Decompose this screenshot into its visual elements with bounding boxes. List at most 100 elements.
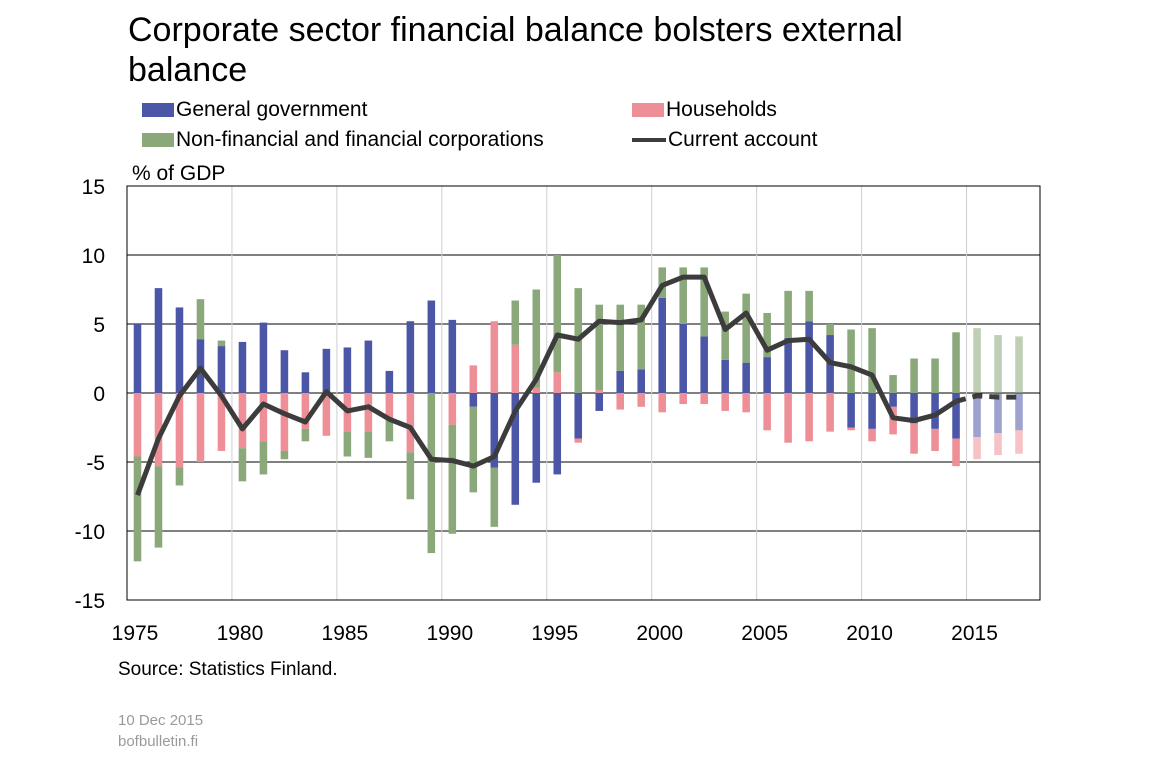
bar-households	[511, 344, 520, 393]
bar-corporations	[490, 467, 499, 527]
bar-corporations	[238, 448, 247, 482]
bar-general-government	[994, 393, 1002, 434]
bar-general-government	[658, 297, 666, 393]
chart-title: Corporate sector financial balance bolst…	[128, 11, 903, 89]
bar-general-government	[679, 324, 687, 393]
bar-corporations	[427, 393, 436, 554]
plot-frame	[126, 185, 1041, 601]
bar-corporations	[1015, 336, 1023, 393]
bar-households	[658, 393, 666, 413]
bar-general-government	[847, 393, 855, 428]
x-axis-ticks: 1975 1980 1985 1990 1995 2000 2005 2010 2015	[112, 622, 998, 645]
bar-corporations	[511, 300, 520, 345]
bar-households	[364, 393, 373, 432]
bar-households	[931, 428, 939, 451]
bar-general-government	[889, 393, 897, 407]
legend-swatch-general-government	[142, 103, 174, 118]
bar-corporations	[868, 328, 876, 393]
bar-general-government	[322, 348, 331, 393]
bar-general-government	[637, 369, 645, 393]
bar-households	[763, 393, 771, 431]
bar-households	[406, 393, 415, 453]
bar-corporations	[343, 431, 352, 457]
bar-corporations	[448, 424, 457, 534]
legend-label: Non-financial and financial corporations	[176, 128, 544, 151]
y-tick-label: 15	[82, 176, 105, 199]
bar-general-government	[175, 307, 184, 393]
bar-households	[994, 433, 1002, 456]
bar-corporations	[553, 255, 562, 373]
y-axis-ticks: 15 10 5 0 -5 -10 -15	[75, 176, 105, 613]
bar-general-government	[511, 393, 520, 505]
bar-households	[175, 393, 184, 468]
y-tick-label: -5	[86, 452, 105, 475]
bar-households	[595, 390, 604, 393]
bar-corporations	[595, 304, 604, 391]
current-account-line	[135, 274, 1019, 496]
bar-households	[784, 393, 792, 443]
bar-corporations	[217, 340, 226, 347]
bar-general-government	[700, 336, 708, 393]
y-tick-label: 5	[93, 314, 105, 337]
x-tick-label: 1990	[426, 622, 473, 645]
x-tick-label: 1995	[531, 622, 578, 645]
bar-corporations	[679, 267, 687, 324]
bar-households	[889, 406, 897, 435]
legend-label: General government	[176, 98, 368, 121]
bar-households	[448, 393, 457, 425]
bar-corporations	[847, 329, 855, 393]
bar-corporations	[952, 332, 960, 393]
bar-households	[322, 393, 331, 436]
bar-general-government	[469, 393, 478, 407]
bars	[133, 255, 1023, 562]
bar-corporations	[154, 466, 163, 548]
publication-date: 10 Dec 2015	[118, 712, 204, 729]
bar-corporations	[532, 289, 541, 388]
bar-general-government	[595, 393, 604, 411]
bar-households	[301, 393, 310, 429]
bar-general-government	[448, 319, 457, 393]
bar-general-government	[721, 359, 729, 393]
bar-corporations	[196, 299, 205, 340]
bar-corporations	[994, 335, 1002, 393]
bar-corporations	[973, 328, 981, 393]
bar-general-government	[280, 350, 289, 393]
bar-households	[847, 427, 855, 431]
y-tick-label: 10	[82, 245, 105, 268]
y-tick-label: -15	[75, 590, 105, 613]
x-tick-label: 1980	[217, 622, 264, 645]
x-tick-label: 2015	[951, 622, 998, 645]
bar-households	[952, 438, 960, 467]
line-current-account-forecast	[955, 393, 1019, 404]
y-axis-label: % of GDP	[132, 162, 225, 185]
bar-households	[637, 393, 645, 407]
bar-general-government	[784, 337, 792, 393]
bar-households	[616, 393, 625, 410]
bar-general-government	[385, 370, 394, 393]
legend-label: Current account	[668, 128, 818, 151]
bar-households	[1015, 430, 1023, 454]
bar-corporations	[637, 304, 645, 370]
x-tick-label: 2010	[846, 622, 893, 645]
bar-general-government	[343, 347, 352, 393]
bar-general-government	[910, 393, 918, 424]
x-tick-label: 2005	[741, 622, 788, 645]
bar-households	[133, 393, 142, 457]
line-current-account	[135, 274, 958, 496]
bar-households	[154, 393, 163, 467]
bar-households	[553, 372, 562, 393]
legend-item-current-account: Current account	[632, 127, 817, 153]
bar-households	[238, 393, 247, 449]
legend-swatch-households	[632, 103, 664, 118]
bar-households	[217, 393, 226, 451]
bar-general-government	[133, 324, 142, 393]
bar-corporations	[826, 324, 834, 336]
bar-general-government	[931, 393, 939, 429]
bar-corporations	[385, 420, 394, 442]
bar-households	[574, 438, 583, 443]
bar-general-government	[364, 340, 373, 393]
bar-households	[868, 428, 876, 442]
bar-corporations	[910, 358, 918, 393]
bar-general-government	[574, 393, 583, 439]
bar-households	[679, 393, 687, 405]
